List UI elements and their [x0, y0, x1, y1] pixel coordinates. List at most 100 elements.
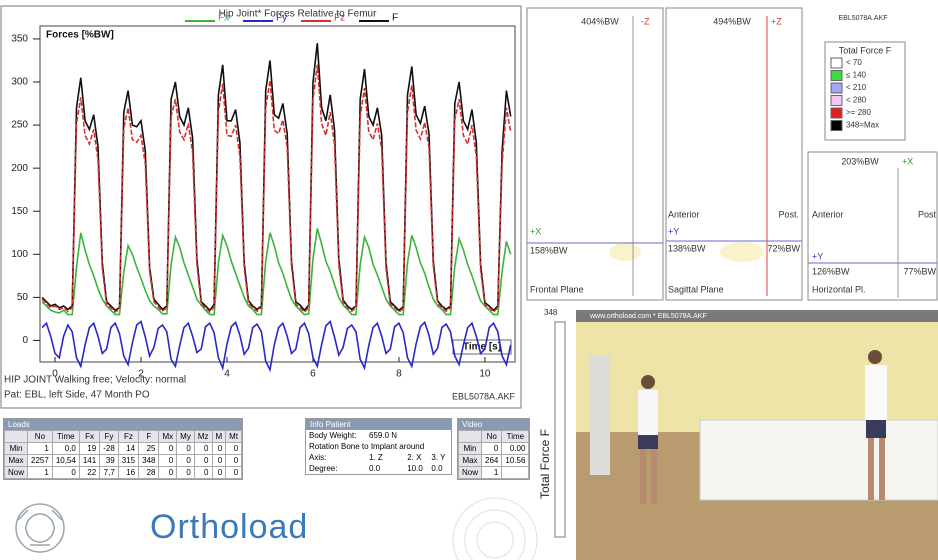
corner: [459, 431, 482, 443]
label: 348: [544, 308, 558, 317]
column-header: Time: [52, 431, 79, 443]
row: Now10227,7162800000: [5, 467, 242, 479]
cell: 19: [79, 443, 99, 455]
legend-label: Fy: [276, 13, 287, 24]
chart-frame: [1, 6, 521, 408]
label: < 280: [846, 96, 867, 105]
force-spot: [720, 242, 764, 262]
row: Max225710,541413931534800000: [5, 455, 242, 467]
column-header: Fx: [79, 431, 99, 443]
legend-swatch: [831, 121, 842, 131]
row-header: Min: [459, 443, 482, 455]
cell: 0.0: [366, 463, 404, 474]
label: Pat: EBL, left Side, 47 Month PO: [4, 390, 150, 401]
person: [868, 438, 874, 500]
label: +X: [902, 156, 913, 166]
person: [879, 438, 885, 500]
table-title: Video: [458, 419, 529, 430]
cell: -28: [100, 443, 119, 455]
label: 77%BW: [903, 266, 936, 276]
column-header: Mz: [194, 431, 212, 443]
y-tick-label: 350: [11, 34, 28, 45]
label: 72%BW: [767, 243, 800, 253]
cell: 0: [177, 467, 195, 479]
force-spot: [609, 243, 641, 261]
corner: [5, 431, 28, 443]
cell: Rotation Bone to Implant around: [306, 441, 451, 452]
row-header: Now: [459, 467, 482, 479]
cell: 0: [482, 443, 502, 455]
pillar: [590, 355, 610, 475]
y-tick-label: 150: [11, 206, 28, 217]
frontal-panel: [527, 8, 663, 300]
cell: 315: [118, 455, 138, 467]
label: 158%BW: [530, 245, 568, 255]
screen: Hip Joint* Forces Relative to FemurForce…: [0, 0, 938, 560]
person: [640, 449, 646, 504]
table-title: Info Patient: [306, 419, 451, 430]
column-header: F: [139, 431, 159, 443]
person: [866, 420, 886, 438]
cell: 3. Y: [428, 452, 451, 463]
label: Anterior: [668, 209, 700, 219]
person: [638, 390, 658, 435]
cell: 16: [118, 467, 138, 479]
label: +X: [530, 226, 541, 236]
label: Post.: [778, 209, 799, 219]
cell: 0.00: [502, 443, 529, 455]
label: Sagittal Plane: [668, 284, 724, 294]
cell: 141: [79, 455, 99, 467]
label: < 210: [846, 83, 867, 92]
cell: 2257: [28, 455, 53, 467]
patient-table: Info PatientBody Weight:659.0 NRotation …: [305, 418, 452, 475]
person: [865, 365, 887, 420]
cell: 0: [194, 467, 212, 479]
cell: 0: [177, 443, 195, 455]
label: Total Force F: [839, 45, 892, 55]
cell: 0: [177, 455, 195, 467]
cell: 2. X: [404, 452, 428, 463]
label: EBL5078A.AKF: [838, 15, 887, 22]
force-bar: [555, 322, 565, 537]
horizontal-panel: [808, 152, 937, 300]
cell: 0: [212, 455, 226, 467]
x-tick-label: 8: [396, 369, 402, 380]
row-header: Now: [5, 467, 28, 479]
label: Total Force F: [538, 429, 552, 499]
column-header: Mx: [159, 431, 177, 443]
label: Horizontal Pl.: [812, 284, 866, 294]
logo-pattern: [453, 498, 537, 560]
cell: 0: [52, 467, 79, 479]
legend-swatch: [831, 108, 842, 118]
cell: Axis:: [306, 452, 366, 463]
cell: 0.0: [428, 463, 451, 474]
column-header: Fy: [100, 431, 119, 443]
cell: 0: [159, 455, 177, 467]
cell: 0: [212, 443, 226, 455]
y-tick-label: 300: [11, 77, 28, 88]
person: [868, 350, 882, 364]
cell: Degree:: [306, 463, 366, 474]
row: Axis:1. Z2. X3. Y: [306, 452, 451, 463]
label: 348=Max: [846, 121, 879, 130]
cell: 0: [226, 467, 242, 479]
label: 138%BW: [668, 243, 706, 253]
cell: 0: [226, 443, 242, 455]
cell: 0: [194, 455, 212, 467]
column-header: Mt: [226, 431, 242, 443]
cell: 348: [139, 455, 159, 467]
x-tick-label: 4: [224, 369, 230, 380]
cell: 264: [482, 455, 502, 467]
cell: 7,7: [100, 467, 119, 479]
cell: 659.0 N: [366, 430, 404, 441]
label: HIP JOINT Walking free; Velocity: normal: [4, 375, 186, 386]
loads-table: LoadsNoTimeFxFyFzFMxMyMzMMtMin10,019-281…: [3, 418, 243, 480]
cell: Body Weight:: [306, 430, 366, 441]
cell: [502, 467, 529, 479]
column-header: No: [482, 431, 502, 443]
